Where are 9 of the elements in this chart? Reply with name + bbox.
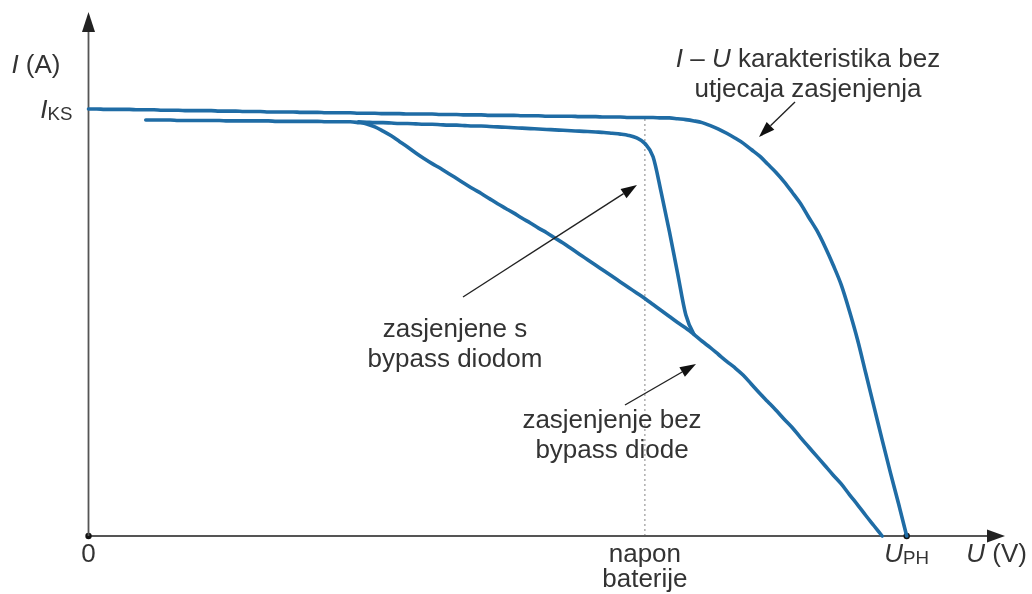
y-axis-title: I (A) [11, 48, 61, 79]
x-tick-label: 0 [81, 538, 96, 568]
text: I$_{KS}$ [40, 93, 73, 125]
annotation: zasjenjene s bypass diodom [367, 313, 543, 373]
x-tick-label: napon baterije [602, 538, 688, 593]
x-axis-title: U (V) [966, 538, 1027, 568]
annotation: zasjenjenje bez bypass diode [522, 404, 702, 464]
text: I – U karakteristika bez utjecaja zasjenjenja [675, 43, 941, 103]
x-tick-label: U$_{PH}$ [884, 538, 930, 569]
